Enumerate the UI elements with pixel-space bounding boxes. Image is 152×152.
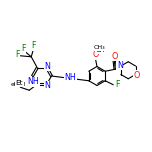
Text: F: F — [21, 44, 26, 53]
Text: O: O — [133, 71, 140, 80]
Text: NH: NH — [64, 73, 76, 82]
Text: F: F — [31, 41, 36, 50]
Text: CH₃: CH₃ — [93, 45, 105, 50]
Text: CH: CH — [95, 47, 105, 54]
Text: Et: Et — [16, 80, 23, 86]
Text: ethyl: ethyl — [11, 82, 26, 87]
Text: NH: NH — [27, 77, 39, 86]
Text: N: N — [117, 60, 123, 69]
Text: F: F — [115, 80, 119, 89]
Text: O: O — [111, 52, 117, 61]
Text: O: O — [93, 50, 99, 59]
Text: N: N — [44, 62, 50, 71]
Text: F: F — [15, 50, 19, 59]
Text: N: N — [44, 81, 50, 90]
